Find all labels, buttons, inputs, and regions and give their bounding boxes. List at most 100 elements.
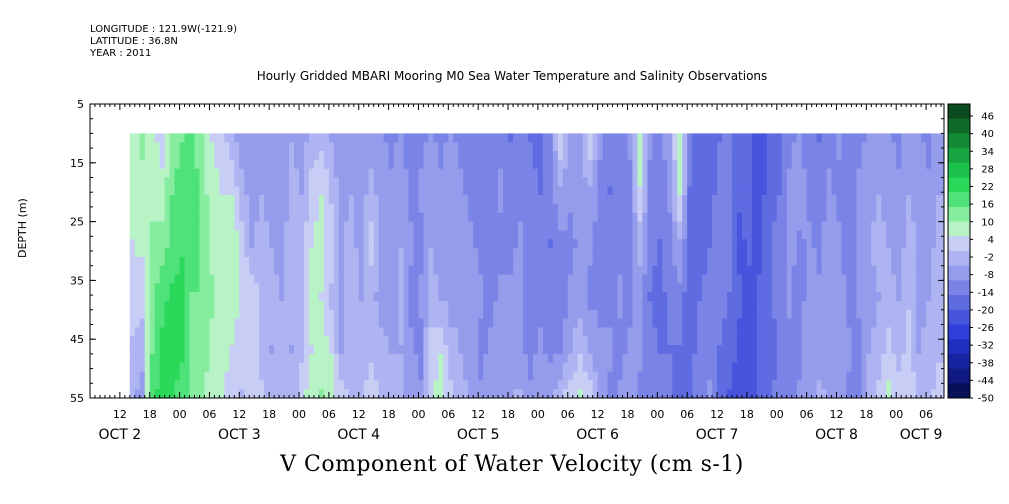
heatmap-cell <box>279 265 285 276</box>
heatmap-cell <box>741 283 748 293</box>
heatmap-cell <box>806 212 813 223</box>
heatmap-cell <box>652 274 658 284</box>
heatmap-cell <box>557 159 564 170</box>
heatmap-cell <box>592 389 599 399</box>
heatmap-cell <box>881 186 887 196</box>
heatmap-cell <box>239 327 245 337</box>
heatmap-cell <box>229 195 235 205</box>
heatmap-cell <box>249 168 255 179</box>
heatmap-cell <box>269 318 275 329</box>
heatmap-cell <box>612 186 619 196</box>
heatmap-cell <box>607 248 614 258</box>
heatmap-cell <box>498 151 504 161</box>
heatmap-cell <box>194 151 201 161</box>
heatmap-cell <box>537 195 544 205</box>
heatmap-cell <box>532 177 539 187</box>
heatmap-cell <box>508 265 514 276</box>
heatmap-cell <box>637 292 644 302</box>
heatmap-cell <box>234 327 240 337</box>
heatmap-cell <box>343 318 350 329</box>
heatmap-cell <box>518 300 524 311</box>
heatmap-cell <box>388 212 395 223</box>
heatmap-cell <box>931 300 937 311</box>
heatmap-cell <box>154 142 161 152</box>
heatmap-cell <box>169 389 176 399</box>
heatmap-cell <box>468 389 474 399</box>
heatmap-cell <box>746 133 753 143</box>
heatmap-cell <box>786 292 793 302</box>
heatmap-cell <box>682 133 688 143</box>
heatmap-cell <box>806 265 813 276</box>
heatmap-cell <box>338 345 345 355</box>
heatmap-cell <box>144 256 151 267</box>
heatmap-cell <box>751 142 758 152</box>
heatmap-cell <box>617 239 624 249</box>
heatmap-cell <box>144 389 151 399</box>
heatmap-cell <box>672 177 678 187</box>
heatmap-cell <box>174 221 181 232</box>
heatmap-cell <box>821 177 828 187</box>
heatmap-cell <box>134 133 141 143</box>
heatmap-cell <box>781 248 788 258</box>
heatmap-cell <box>841 133 848 143</box>
heatmap-cell <box>667 186 673 196</box>
heatmap-cell <box>612 239 619 249</box>
heatmap-cell <box>418 230 425 240</box>
heatmap-cell <box>786 283 793 293</box>
heatmap-cell <box>736 362 743 373</box>
heatmap-cell <box>582 230 589 240</box>
heatmap-cell <box>801 221 808 232</box>
heatmap-cell <box>308 309 315 320</box>
heatmap-cell <box>393 168 400 179</box>
heatmap-cell <box>682 142 688 152</box>
heatmap-cell <box>766 168 773 179</box>
heatmap-cell <box>657 336 663 346</box>
heatmap-cell <box>647 248 653 258</box>
heatmap-cell <box>612 256 619 267</box>
heatmap-cell <box>771 248 778 258</box>
heatmap-cell <box>841 221 848 232</box>
heatmap-cell <box>881 177 887 187</box>
heatmap-cell <box>846 133 853 143</box>
heatmap-cell <box>448 221 454 232</box>
heatmap-cell <box>816 371 823 381</box>
heatmap-cell <box>259 292 265 302</box>
heatmap-cell <box>746 265 753 276</box>
heatmap-cell <box>542 221 549 232</box>
heatmap-cell <box>592 353 599 364</box>
heatmap-cell <box>129 177 136 187</box>
heatmap-cell <box>294 186 300 196</box>
heatmap-cell <box>866 151 872 161</box>
heatmap-cell <box>204 221 211 232</box>
heatmap-cell <box>717 265 723 276</box>
heatmap-cell <box>219 353 225 364</box>
heatmap-cell <box>886 389 892 399</box>
heatmap-cell <box>846 142 853 152</box>
heatmap-cell <box>184 318 191 329</box>
heatmap-cell <box>323 300 330 311</box>
heatmap-cell <box>418 239 425 249</box>
heatmap-cell <box>154 309 161 320</box>
heatmap-cell <box>657 362 663 373</box>
heatmap-cell <box>463 239 469 249</box>
heatmap-cell <box>826 318 833 329</box>
heatmap-cell <box>831 327 838 337</box>
heatmap-cell <box>861 186 867 196</box>
heatmap-cell <box>154 327 161 337</box>
heatmap-cell <box>284 318 290 329</box>
heatmap-cell <box>229 221 235 232</box>
heatmap-cell <box>129 195 136 205</box>
heatmap-cell <box>582 133 589 143</box>
heatmap-cell <box>333 168 340 179</box>
heatmap-cell <box>438 256 444 267</box>
heatmap-cell <box>214 239 220 249</box>
heatmap-cell <box>408 318 415 329</box>
heatmap-cell <box>313 327 320 337</box>
heatmap-cell <box>831 345 838 355</box>
heatmap-cell <box>562 292 569 302</box>
heatmap-cell <box>348 142 355 152</box>
heatmap-cell <box>542 133 549 143</box>
heatmap-cell <box>781 168 788 179</box>
heatmap-cell <box>776 159 783 170</box>
heatmap-cell <box>383 362 390 373</box>
